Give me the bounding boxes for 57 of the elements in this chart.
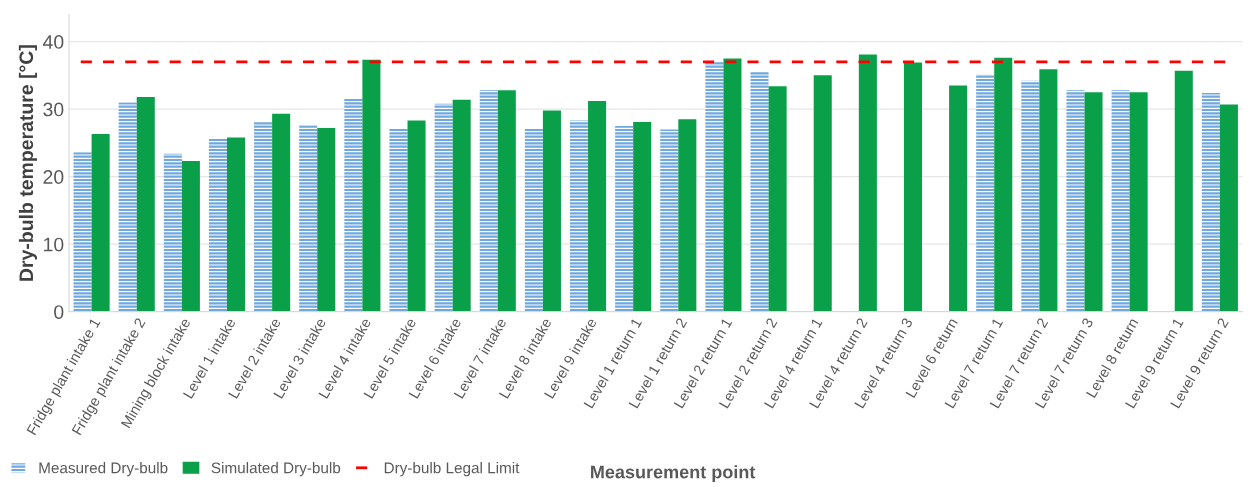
bar — [633, 121, 652, 312]
bar — [1066, 90, 1085, 312]
bar — [299, 125, 318, 312]
y-tick-label: 40 — [42, 35, 64, 49]
bar — [858, 54, 877, 312]
bar — [479, 90, 498, 312]
bar — [362, 59, 381, 312]
bar — [434, 103, 453, 312]
legend-label: Measured Dry-bulb — [39, 462, 168, 477]
bar — [542, 110, 561, 312]
y-axis-title: Dry-bulb temperature [°C] — [18, 45, 37, 281]
bar — [254, 121, 273, 312]
bar — [976, 74, 995, 312]
bar — [813, 75, 832, 312]
x-axis-title: Measurement point — [591, 465, 756, 482]
bar — [615, 126, 634, 312]
bar — [136, 96, 155, 312]
bar — [750, 72, 769, 312]
bar — [344, 98, 363, 312]
y-tick-label: 10 — [44, 237, 64, 252]
bar — [705, 61, 724, 312]
bar — [1039, 69, 1058, 312]
bar — [524, 128, 543, 312]
bar — [588, 101, 607, 312]
bar — [949, 85, 968, 312]
bar — [1084, 92, 1103, 312]
bar — [272, 113, 291, 312]
bar — [1219, 104, 1238, 312]
bar — [163, 153, 182, 312]
bar — [1111, 90, 1130, 312]
bar — [91, 134, 110, 312]
bar — [903, 62, 923, 312]
bar — [317, 128, 336, 312]
bar — [678, 119, 697, 312]
bar — [497, 90, 516, 312]
bar — [389, 128, 408, 312]
bar — [768, 86, 787, 312]
bar — [723, 58, 742, 312]
y-tick-label: 30 — [43, 102, 64, 117]
bar — [660, 129, 679, 312]
bar — [569, 120, 589, 312]
bar — [208, 138, 227, 312]
bar — [1174, 70, 1193, 312]
bar — [73, 152, 92, 312]
bar — [1129, 92, 1148, 312]
bar — [118, 102, 137, 312]
bar — [1021, 80, 1040, 312]
bar — [181, 161, 200, 312]
bar — [994, 57, 1013, 312]
bar — [1201, 92, 1220, 312]
y-tick-label: 20 — [43, 170, 64, 184]
bar — [226, 137, 246, 312]
bar — [407, 120, 426, 312]
legend-label: Dry-bulb Legal Limit — [384, 462, 520, 477]
y-tick-label: 0 — [54, 305, 64, 319]
bar — [452, 99, 471, 312]
legend-label: Simulated Dry-bulb — [211, 462, 341, 477]
